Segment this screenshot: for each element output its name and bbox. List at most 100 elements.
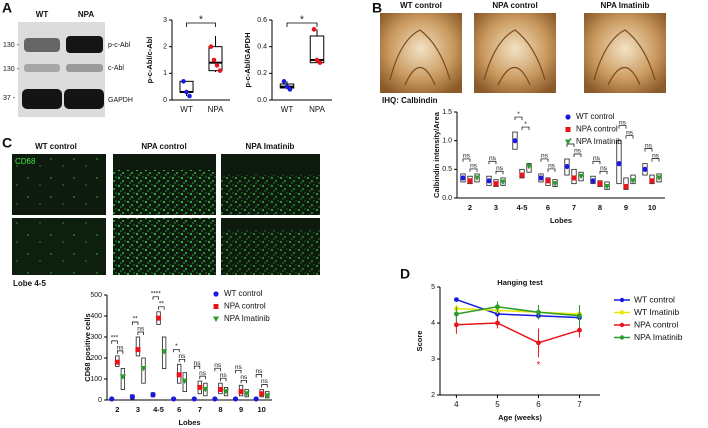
significance: ns (214, 362, 222, 369)
band (64, 89, 104, 109)
x-tick-label: 4-5 (153, 405, 164, 414)
significance: ns (652, 152, 660, 159)
panel-letter: A (2, 0, 12, 16)
point (214, 63, 220, 68)
x-tick-label: 10 (258, 405, 266, 414)
significance: * (524, 121, 527, 128)
marker (649, 178, 655, 184)
lane-label: NPA (78, 10, 95, 19)
bracket (261, 384, 268, 388)
marker (150, 392, 156, 398)
size-marker: 130 - (3, 42, 20, 49)
marker (486, 178, 492, 184)
point (208, 44, 214, 49)
legend-label: WT control (224, 289, 263, 298)
bracket (495, 170, 504, 175)
box (120, 368, 126, 390)
marker (495, 304, 500, 310)
significance: * (569, 138, 572, 145)
marker (467, 178, 473, 184)
legend-marker (619, 297, 625, 303)
point (217, 68, 223, 73)
marker (565, 114, 571, 120)
bracket (199, 375, 206, 380)
marker (545, 178, 551, 184)
marker (578, 173, 585, 180)
size-marker: 37 - (3, 95, 16, 102)
x-tick-label: 2 (468, 203, 472, 212)
significance: ns (194, 360, 202, 367)
legend-label: NPA control (576, 125, 618, 134)
marker (642, 166, 648, 172)
marker (259, 391, 265, 397)
marker (140, 366, 147, 372)
y-tick-label: 0.0 (442, 195, 452, 202)
x-tick-label: 10 (648, 203, 656, 212)
y-axis-label: Calbindin intensity/Area (432, 111, 441, 198)
legend-label: NPA Imatinib (576, 137, 622, 146)
marker (135, 347, 141, 353)
cd68-signal (113, 170, 216, 215)
marker (181, 378, 188, 385)
bracket (547, 168, 556, 172)
marker (564, 163, 570, 170)
marker (460, 175, 466, 181)
bracket (625, 135, 634, 139)
marker (213, 316, 219, 322)
marker (656, 175, 663, 181)
bracket (592, 160, 601, 165)
significance: * (175, 343, 178, 350)
significance: ns (240, 374, 248, 381)
image-label: NPA Imatinib (246, 142, 295, 151)
bracket (521, 126, 530, 131)
folia (389, 29, 656, 86)
point (281, 79, 287, 84)
bracket (152, 296, 159, 300)
box (656, 173, 662, 183)
size-marker: 130 - (3, 66, 20, 73)
marker (536, 340, 541, 346)
significance: ns (645, 142, 653, 149)
bracket (573, 153, 582, 158)
stain-label: IHQ: Calbindin (382, 96, 438, 105)
marker (495, 320, 500, 326)
bracket (173, 348, 180, 353)
marker (565, 139, 571, 145)
bracket (186, 22, 216, 27)
significance: ns (179, 353, 187, 360)
marker (597, 181, 603, 187)
marker (493, 181, 499, 187)
calbindin-image (474, 13, 556, 93)
x-tick-label: WT (281, 105, 294, 114)
y-tick-label: 0 (98, 397, 102, 404)
calbindin-image (584, 13, 666, 93)
significance: **** (151, 291, 162, 298)
box (208, 46, 223, 72)
legend-marker (619, 310, 625, 315)
panel-letter: D (400, 266, 410, 282)
significance: ns (470, 163, 478, 170)
marker (519, 172, 525, 178)
x-axis-label: Age (weeks) (498, 413, 542, 422)
marker (630, 178, 637, 184)
band (24, 64, 60, 72)
y-tick-label: 4 (431, 320, 435, 327)
significance: * (517, 111, 520, 118)
x-tick-label: 3 (494, 203, 498, 212)
cd68-signal (221, 230, 320, 275)
bracket (240, 379, 247, 384)
bracket (644, 148, 653, 152)
y-tick-label: 300 (90, 334, 102, 341)
significance: ns (117, 345, 125, 352)
marker (109, 396, 115, 402)
bracket (158, 306, 165, 310)
x-tick-label: 7 (577, 400, 582, 409)
band-label: p-c-Abl (108, 42, 131, 49)
bracket (618, 125, 627, 129)
point (314, 57, 320, 63)
significance: * (199, 15, 203, 26)
x-tick-label: 2 (115, 405, 119, 414)
significance: ns (137, 326, 145, 333)
bracket (214, 367, 221, 372)
series-line (456, 306, 580, 317)
